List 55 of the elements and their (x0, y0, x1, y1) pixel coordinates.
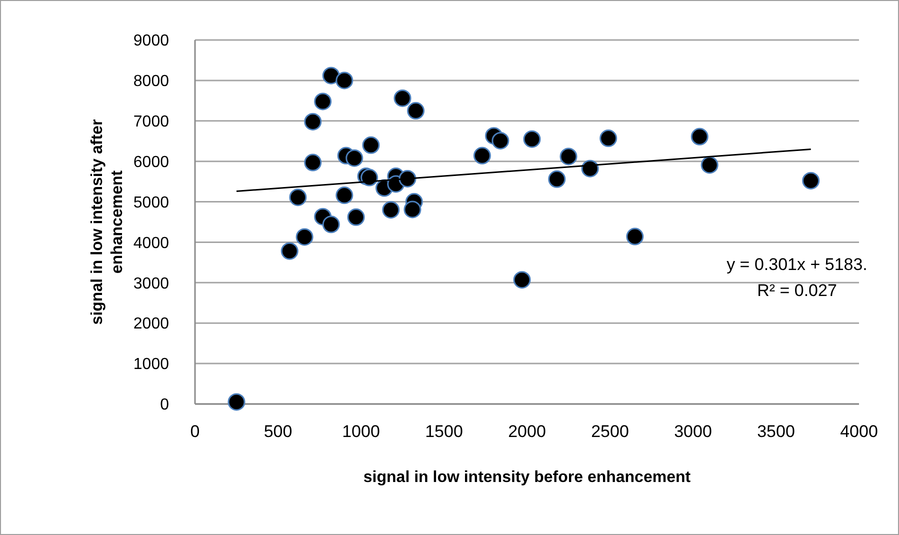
y-tick-label: 7000 (133, 113, 170, 130)
point (362, 136, 380, 154)
point (304, 154, 322, 172)
point (314, 92, 332, 110)
x-tick-label: 3500 (757, 422, 795, 441)
y-tick-label: 6000 (133, 154, 170, 171)
point (404, 200, 422, 218)
point (690, 128, 708, 146)
annotation: y = 0.301x + 5183. (726, 254, 868, 274)
point (336, 186, 354, 204)
point (398, 170, 416, 188)
point (228, 393, 246, 411)
point (513, 271, 531, 289)
y-tick-label: 0 (160, 396, 170, 414)
y-tick-label: 8000 (133, 73, 170, 90)
y-tick-label: 3000 (133, 275, 170, 292)
point (346, 149, 364, 167)
annotation: R² = 0.027 (757, 280, 837, 300)
x-axis-title: signal in low intensity before enhancement (363, 469, 692, 486)
point (289, 188, 307, 206)
point (802, 172, 820, 190)
y-axis-title: signal in low intensity after enhancement (89, 119, 126, 325)
x-tick-label: 4000 (840, 422, 878, 441)
y-tick-label: 2000 (133, 316, 170, 333)
point (382, 201, 400, 219)
point (581, 160, 599, 178)
y-tick-label: 9000 (133, 32, 170, 50)
point (473, 146, 491, 164)
point (548, 170, 566, 188)
point (336, 72, 354, 90)
point (600, 130, 618, 148)
y-tick-label: 5000 (133, 194, 170, 212)
point (360, 168, 378, 186)
point (492, 132, 510, 150)
point (523, 130, 541, 148)
y-tick-label: 4000 (133, 234, 170, 252)
x-tick-label: 2000 (508, 422, 546, 441)
point (347, 208, 365, 226)
point (407, 102, 425, 120)
point (700, 156, 718, 174)
x-tick-label: 0 (190, 422, 200, 441)
point (322, 216, 340, 234)
y-tick-label: 1000 (133, 356, 170, 374)
point (296, 228, 314, 246)
x-tick-label: 500 (264, 422, 292, 441)
point (304, 112, 322, 130)
x-tick-label: 2500 (591, 422, 629, 441)
x-tick-label: 1000 (342, 422, 380, 441)
point (560, 148, 578, 166)
point (394, 89, 412, 107)
point (322, 66, 340, 84)
x-tick-label: 3000 (674, 422, 712, 441)
point (280, 242, 298, 260)
point (626, 228, 644, 246)
x-tick-label: 1500 (425, 422, 463, 441)
